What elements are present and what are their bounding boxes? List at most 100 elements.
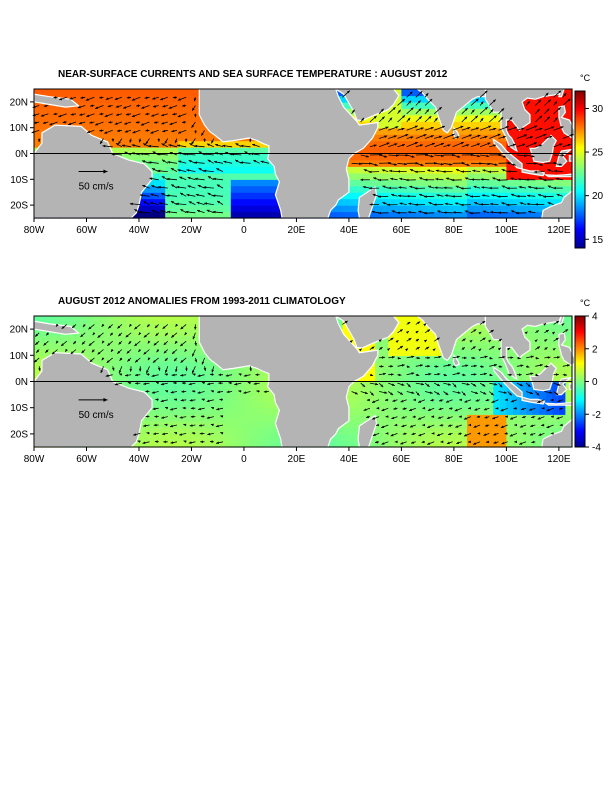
current-arrowhead — [217, 201, 221, 204]
field-cell — [47, 316, 55, 324]
field-cell — [211, 198, 219, 206]
field-cell — [480, 121, 488, 129]
field-cell — [119, 374, 127, 383]
field-cell — [178, 108, 186, 116]
current-arrowhead — [167, 210, 171, 214]
field-cell — [467, 394, 475, 402]
field-cell — [519, 355, 527, 363]
current-arrowhead — [397, 356, 401, 360]
current-arrowhead — [162, 432, 165, 436]
current-arrowhead — [415, 203, 418, 206]
field-cell — [237, 211, 245, 219]
current-arrowhead — [354, 391, 358, 395]
field-cell — [184, 414, 193, 422]
field-cell — [250, 185, 258, 193]
field-cell — [184, 335, 193, 343]
field-cell — [486, 433, 494, 442]
field-cell — [375, 211, 383, 219]
field-cell — [191, 121, 199, 129]
field-cell — [237, 427, 245, 435]
field-cell — [224, 433, 232, 442]
current-arrowhead — [482, 169, 486, 172]
field-cell — [152, 89, 160, 97]
field-cell — [499, 381, 507, 389]
field-cell — [178, 185, 186, 193]
field-cell — [119, 89, 127, 97]
field-cell — [401, 192, 409, 200]
field-cell — [270, 427, 278, 435]
field-cell — [191, 414, 199, 422]
field-cell — [165, 172, 173, 180]
field-cell — [224, 420, 232, 428]
current-arrowhead — [369, 187, 372, 190]
field-cell — [132, 153, 140, 161]
field-cell — [79, 121, 88, 129]
field-cell — [414, 329, 422, 337]
field-cell — [467, 342, 475, 350]
current-arrowhead — [115, 105, 119, 108]
current-arrowhead — [143, 334, 147, 338]
field-cell — [158, 89, 166, 97]
field-cell — [558, 185, 567, 193]
current-arrowhead — [220, 432, 224, 435]
field-cell — [204, 166, 212, 174]
field-cell — [506, 401, 514, 409]
field-cell — [539, 342, 547, 350]
field-cell — [270, 407, 278, 415]
y-tick-label: 10S — [10, 175, 28, 186]
field-cell — [348, 414, 357, 422]
field-cell — [250, 166, 258, 174]
field-cell — [257, 205, 265, 213]
field-cell — [348, 166, 357, 174]
field-cell — [329, 211, 337, 219]
field-cell — [565, 329, 573, 337]
field-cell — [79, 329, 88, 337]
current-arrowhead — [448, 364, 451, 367]
field-cell — [532, 179, 540, 187]
field-cell — [191, 342, 199, 350]
current-vectors — [31, 90, 574, 215]
current-arrowhead — [402, 115, 406, 118]
colorbar-gradient — [574, 90, 586, 249]
current-arrowhead — [385, 432, 389, 435]
current-arrowhead — [464, 210, 468, 213]
field-cell — [526, 420, 534, 428]
field-cell — [427, 368, 435, 376]
current-arrowhead — [438, 407, 442, 411]
field-cell — [486, 401, 494, 409]
field-cell — [545, 342, 553, 350]
current-arrowhead — [344, 320, 348, 324]
current-arrowhead — [395, 126, 399, 129]
field-cell — [158, 401, 166, 409]
current-arrowhead — [408, 202, 412, 206]
field-cell — [79, 108, 88, 116]
field-cell — [348, 420, 357, 428]
field-cell — [427, 388, 435, 396]
current-arrowhead — [133, 433, 137, 436]
current-arrowhead — [558, 90, 562, 94]
x-tick-label: 60E — [393, 225, 411, 236]
current-arrowhead — [413, 398, 416, 402]
field-cell — [408, 394, 416, 402]
current-arrowhead — [477, 143, 481, 146]
field-cell — [414, 101, 422, 109]
field-cell — [60, 335, 68, 343]
field-cell — [460, 192, 468, 200]
field-cell — [217, 374, 225, 383]
field-cell — [473, 401, 481, 409]
field-cell — [184, 159, 193, 167]
field-cell — [158, 361, 166, 369]
field-cell — [184, 114, 193, 122]
field-cell — [460, 140, 468, 148]
field-cell — [388, 374, 396, 383]
current-arrowhead — [191, 390, 195, 393]
field-cell — [519, 420, 527, 428]
field-cell — [499, 368, 507, 376]
field-cell — [263, 153, 271, 161]
field-cell — [119, 335, 127, 343]
current-arrowhead — [487, 162, 491, 166]
field-cell — [408, 179, 416, 187]
current-arrowhead — [390, 365, 394, 368]
field-cell — [513, 440, 521, 448]
current-arrowhead — [197, 391, 201, 394]
